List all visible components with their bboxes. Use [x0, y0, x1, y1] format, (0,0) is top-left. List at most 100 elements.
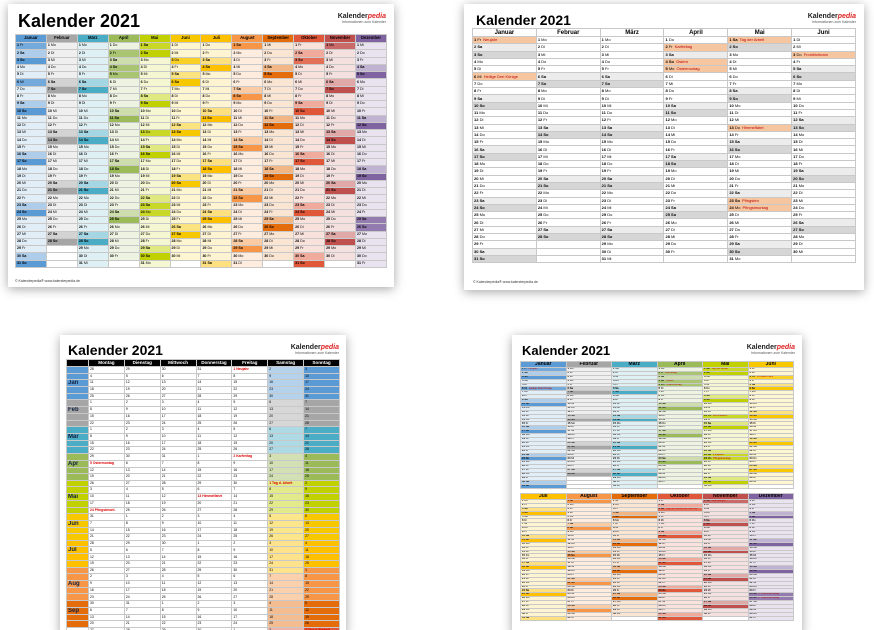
day-cell[interactable]: 4 Di [138, 63, 171, 73]
day-cell[interactable]: 10 Mo [727, 101, 793, 110]
day-cell[interactable]: 15 Mo [324, 143, 356, 152]
day-cell[interactable]: 14 Di [354, 136, 388, 145]
day-cell[interactable]: 1 Do [200, 41, 233, 51]
day-cell[interactable]: 2 [159, 513, 197, 521]
day-cell[interactable]: 21 Do [472, 181, 537, 191]
day-cell[interactable]: 24 [159, 446, 197, 454]
day-cell[interactable]: 24 [267, 473, 305, 481]
day-cell[interactable]: 26 [267, 533, 305, 541]
day-cell[interactable]: 1 Sa Tag der Arbeit [727, 35, 793, 45]
day-cell[interactable]: 27 Sa [599, 225, 665, 235]
day-cell[interactable]: 7 [159, 546, 197, 555]
day-cell[interactable]: 13 Do Himmelfahrt [727, 123, 793, 132]
day-cell[interactable]: 4 Fr [791, 57, 856, 67]
day-cell[interactable]: 28 Fr [138, 237, 171, 247]
day-cell[interactable]: 5 Ostermontag [88, 459, 125, 468]
day-cell[interactable]: 22 [88, 419, 125, 428]
day-cell[interactable]: 31 Mo [727, 254, 793, 264]
day-cell[interactable]: 14 [159, 553, 197, 562]
day-cell[interactable]: 25 Mo [15, 215, 47, 225]
day-cell[interactable]: 27 Di [663, 225, 729, 235]
day-cell[interactable]: 3 Do Fronleichnam [791, 50, 856, 59]
day-cell[interactable] [107, 259, 140, 268]
day-cell[interactable]: 14 Mo [791, 130, 856, 140]
day-cell[interactable]: 16 Di [76, 150, 109, 160]
day-cell[interactable]: 14 Mi [200, 136, 233, 145]
day-cell[interactable]: 30 Mi [169, 252, 202, 261]
day-cell[interactable]: 6 [267, 426, 305, 434]
day-cell[interactable]: 24 Di [231, 208, 264, 218]
day-cell[interactable]: 31 So [520, 483, 567, 489]
day-cell[interactable]: 16 [195, 613, 233, 622]
day-cell[interactable]: 12 So [262, 121, 295, 131]
day-cell[interactable]: 16 [159, 526, 197, 535]
day-cell[interactable]: 21 [159, 560, 197, 568]
day-cell[interactable]: 25 Do [324, 215, 356, 225]
day-cell[interactable]: 5 So [354, 70, 388, 80]
day-cell[interactable]: 16 Mi [169, 150, 202, 160]
day-cell[interactable] [45, 259, 78, 268]
day-cell[interactable]: 27 Mi [293, 230, 326, 239]
day-cell[interactable]: 29 Mi [262, 244, 295, 254]
day-cell[interactable]: 21 [303, 439, 340, 448]
day-cell[interactable]: 20 Sa [599, 174, 665, 183]
day-cell[interactable]: 18 Fr [791, 160, 856, 169]
day-cell[interactable]: 16 Sa [293, 150, 326, 160]
day-cell[interactable]: 1 Di [169, 41, 202, 51]
day-cell[interactable]: 25 Fr [791, 211, 856, 220]
day-cell[interactable]: 10 Mi [76, 107, 109, 116]
day-cell[interactable]: 3 Mi [45, 56, 78, 65]
day-cell[interactable]: 13 Mo [262, 128, 295, 138]
day-cell[interactable]: 13 Mi [293, 128, 326, 138]
day-cell[interactable]: 19 Fr [45, 172, 78, 181]
day-cell[interactable]: 5 Fr [324, 70, 356, 80]
day-cell[interactable]: 25 Do [45, 215, 78, 225]
day-cell[interactable]: 25 Do [535, 211, 601, 220]
day-cell[interactable]: 9 [231, 546, 269, 555]
day-cell[interactable]: 19 [267, 526, 305, 535]
day-cell[interactable]: 31 [159, 452, 197, 461]
day-cell[interactable]: 20 So [791, 174, 856, 183]
day-cell[interactable]: 8 Mo [45, 92, 78, 102]
day-cell[interactable]: 1 [159, 600, 197, 608]
day-cell[interactable]: 17 [159, 439, 197, 448]
day-cell[interactable]: 7 Sa [231, 85, 264, 94]
day-cell[interactable]: 11 Mo [15, 114, 47, 123]
day-cell[interactable]: 5 Mo [200, 70, 233, 80]
day-cell[interactable]: 13 Himmelfahrt [195, 492, 233, 501]
day-cell[interactable]: 23 [267, 386, 305, 394]
day-cell[interactable]: 28 [303, 419, 340, 428]
day-cell[interactable]: 20 Do [138, 179, 171, 189]
day-cell[interactable]: 12 Di [472, 116, 537, 125]
day-cell[interactable]: 22 Mo [599, 189, 665, 198]
day-cell[interactable]: 3 [195, 513, 233, 521]
day-cell[interactable]: 21 [267, 586, 305, 595]
day-cell[interactable]: 4 [195, 426, 233, 434]
day-cell[interactable]: 27 So [791, 225, 856, 235]
day-cell[interactable]: 2 [123, 399, 161, 407]
day-cell[interactable]: 10 Mi [535, 101, 601, 110]
day-cell[interactable]: 15 Mi [354, 143, 388, 152]
day-cell[interactable]: 26 [231, 419, 269, 428]
day-cell[interactable]: 18 Do [76, 165, 109, 174]
day-cell[interactable]: 2 [231, 539, 269, 548]
day-cell[interactable]: 31 [88, 513, 125, 521]
day-cell[interactable]: 8 [303, 573, 340, 581]
day-cell[interactable]: 19 Mo [107, 172, 140, 181]
day-cell[interactable]: 30 Sa [293, 252, 326, 261]
day-cell[interactable]: 24 Do [169, 208, 202, 218]
day-cell[interactable]: 16 Di [599, 145, 665, 154]
day-cell[interactable]: 19 [159, 499, 197, 508]
day-cell[interactable]: 18 [123, 499, 161, 508]
day-cell[interactable]: 30 So [727, 247, 793, 256]
day-cell[interactable]: 17 Fr [354, 157, 388, 167]
day-cell[interactable]: 16 [231, 466, 269, 475]
day-cell[interactable]: 29 Do [107, 244, 140, 254]
day-cell[interactable]: 14 Mo [169, 136, 202, 145]
day-cell[interactable]: 15 Mo [45, 143, 78, 152]
day-cell[interactable]: 3 Mi [324, 56, 356, 65]
day-cell[interactable]: 1 Mo [535, 35, 601, 45]
day-cell[interactable]: 14 Fr [727, 130, 793, 140]
day-cell[interactable]: 11 Mo [472, 108, 537, 118]
day-cell[interactable]: 25 Do [599, 211, 665, 220]
